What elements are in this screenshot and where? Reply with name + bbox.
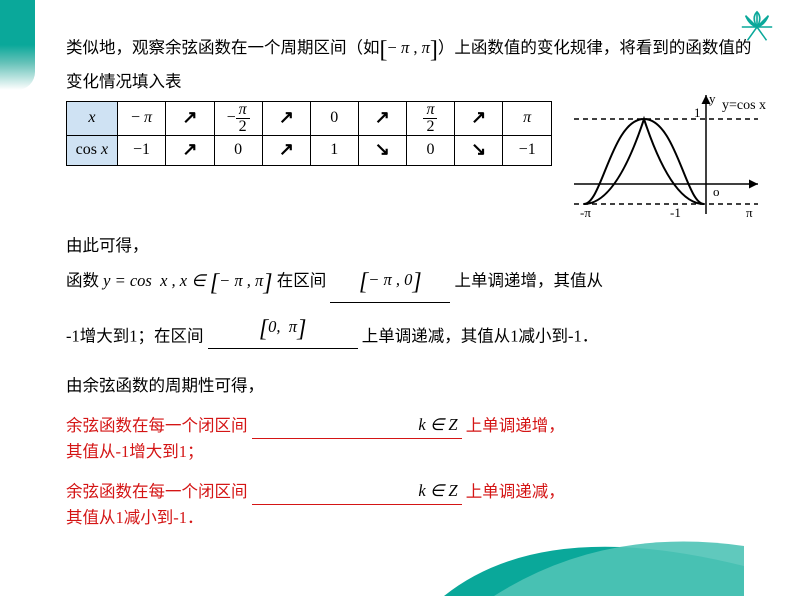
cell: 1 <box>311 135 359 165</box>
svg-text:1: 1 <box>694 105 701 120</box>
t: -1增大到1；在区间 <box>66 326 204 345</box>
intro-text: 类似地，观察余弦函数在一个周期区间（如[− π , π]）上函数值的变化规律，将… <box>66 32 766 95</box>
table-row: x − π ↗ −π2 ↗ 0 ↗ π2 ↗ π <box>67 101 552 135</box>
svg-text:o: o <box>713 184 720 199</box>
cell: π <box>503 101 552 135</box>
func-line: 函数 y = cos x , x ∈ [− π , π] 在区间 [− π , … <box>66 264 766 302</box>
cell: −1 <box>503 135 552 165</box>
cell: − π <box>117 101 166 135</box>
t: 其值从-1增大到1； <box>66 442 204 461</box>
derive-label: 由此可得， <box>66 233 766 259</box>
svg-text:y: y <box>709 91 716 106</box>
cell: ↗ <box>455 101 503 135</box>
periodic-label: 由余弦函数的周期性可得， <box>66 373 766 399</box>
cosine-graph: y y=cos x 1 o -π -1 π <box>566 89 766 219</box>
blank-1: [− π , 0] <box>330 264 450 302</box>
cell: ↘ <box>358 135 406 165</box>
t: 上单调递增，其值从 <box>454 271 603 290</box>
th-x: x <box>67 101 118 135</box>
slide-content: 类似地，观察余弦函数在一个周期区间（如[− π , π]）上函数值的变化规律，将… <box>66 32 766 531</box>
t: 上单调递增， <box>466 416 565 435</box>
corner-decoration-br <box>444 476 744 596</box>
func-expr: y = cos x , x ∈ [− π , π] <box>103 271 272 290</box>
corner-decoration-tl <box>0 0 35 90</box>
t: 余弦函数在每一个闭区间 <box>66 416 248 435</box>
svg-text:y=cos x: y=cos x <box>722 98 766 113</box>
table-row: cos x −1 ↗ 0 ↗ 1 ↘ 0 ↘ −1 <box>67 135 552 165</box>
cell: ↗ <box>358 101 406 135</box>
svg-text:π: π <box>746 205 753 219</box>
blank-2: [0, π] <box>208 311 358 349</box>
cell: 0 <box>214 135 262 165</box>
cell: ↗ <box>166 101 214 135</box>
t: 在区间 <box>277 271 327 290</box>
cell: ↗ <box>262 101 310 135</box>
t: 其值从1减小到-1． <box>66 508 204 527</box>
cell: ↗ <box>262 135 310 165</box>
cell: −1 <box>117 135 166 165</box>
t: 余弦函数在每一个闭区间 <box>66 482 248 501</box>
cell: −π2 <box>214 101 262 135</box>
th-cosx: cos x <box>67 135 118 165</box>
svg-text:-π: -π <box>580 205 591 219</box>
red-block-1: 余弦函数在每一个闭区间 k ∈ Z 上单调递增， 其值从-1增大到1； <box>66 412 766 464</box>
blank-3: k ∈ Z <box>252 412 462 439</box>
t: 函数 <box>66 271 103 290</box>
t: 上单调递减，其值从1减小到-1． <box>362 326 599 345</box>
cell: ↘ <box>455 135 503 165</box>
cont-line: -1增大到1；在区间 [0, π] 上单调递减，其值从1减小到-1． <box>66 311 766 349</box>
blank-4: k ∈ Z <box>252 478 462 505</box>
intro-part1: 类似地，观察余弦函数在一个周期区间（如 <box>66 38 380 57</box>
svg-text:-1: -1 <box>670 205 681 219</box>
cell: π2 <box>406 101 454 135</box>
cell: ↗ <box>166 135 214 165</box>
cell: 0 <box>406 135 454 165</box>
value-table: x − π ↗ −π2 ↗ 0 ↗ π2 ↗ π cos x −1 ↗ 0 ↗ … <box>66 101 552 166</box>
cell: 0 <box>311 101 359 135</box>
